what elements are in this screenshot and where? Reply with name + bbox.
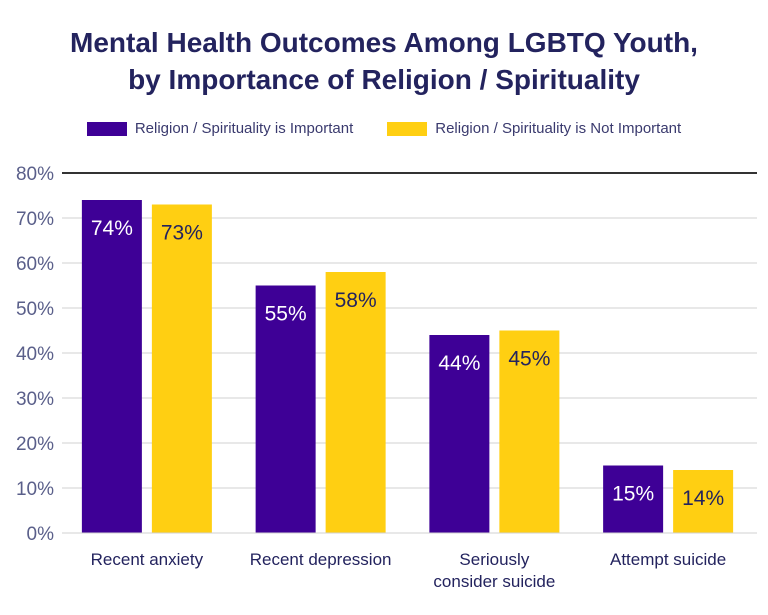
y-tick-label: 30% bbox=[16, 389, 54, 410]
y-tick-label: 50% bbox=[16, 299, 54, 320]
x-tick-label: Recent depression bbox=[250, 550, 392, 569]
bar bbox=[603, 465, 664, 533]
bar bbox=[325, 272, 386, 533]
x-tick-label: Recent anxiety bbox=[91, 550, 204, 569]
legend-label: Religion / Spirituality is Not Important bbox=[435, 120, 682, 137]
y-tick-label: 80% bbox=[16, 164, 54, 185]
data-label: 73% bbox=[161, 222, 203, 245]
y-tick-label: 40% bbox=[16, 344, 54, 365]
bar bbox=[151, 204, 212, 533]
title-line-2: by Importance of Religion / Spirituality bbox=[128, 64, 640, 95]
y-tick-label: 10% bbox=[16, 479, 54, 500]
bar bbox=[255, 285, 316, 533]
chart-title: Mental Health Outcomes Among LGBTQ Youth… bbox=[0, 24, 768, 98]
title-line-1: Mental Health Outcomes Among LGBTQ Youth… bbox=[70, 27, 698, 58]
legend: Religion / Spirituality is Important Rel… bbox=[0, 120, 768, 137]
bar bbox=[429, 335, 490, 533]
bar bbox=[499, 330, 560, 533]
y-tick-label: 70% bbox=[16, 209, 54, 230]
data-label: 45% bbox=[508, 348, 550, 371]
data-label: 44% bbox=[438, 352, 480, 375]
x-tick-label: Attempt suicide bbox=[610, 550, 726, 569]
x-tick-label: consider suicide bbox=[433, 572, 555, 591]
data-label: 14% bbox=[682, 487, 724, 510]
legend-label: Religion / Spirituality is Important bbox=[134, 120, 354, 137]
legend-swatch bbox=[86, 121, 127, 136]
y-tick-label: 60% bbox=[16, 254, 54, 275]
data-label: 58% bbox=[335, 289, 377, 312]
legend-item-not-important: Religion / Spirituality is Not Important bbox=[387, 120, 681, 137]
legend-swatch bbox=[387, 121, 428, 136]
y-tick-label: 0% bbox=[27, 524, 55, 545]
data-label: 55% bbox=[265, 303, 307, 326]
y-tick-label: 20% bbox=[16, 434, 54, 455]
data-label: 15% bbox=[612, 483, 654, 506]
data-label: 74% bbox=[91, 217, 133, 240]
x-tick-label: Seriously bbox=[459, 550, 529, 569]
bar bbox=[81, 200, 142, 533]
legend-item-important: Religion / Spirituality is Important bbox=[86, 120, 354, 137]
bar bbox=[673, 470, 734, 533]
